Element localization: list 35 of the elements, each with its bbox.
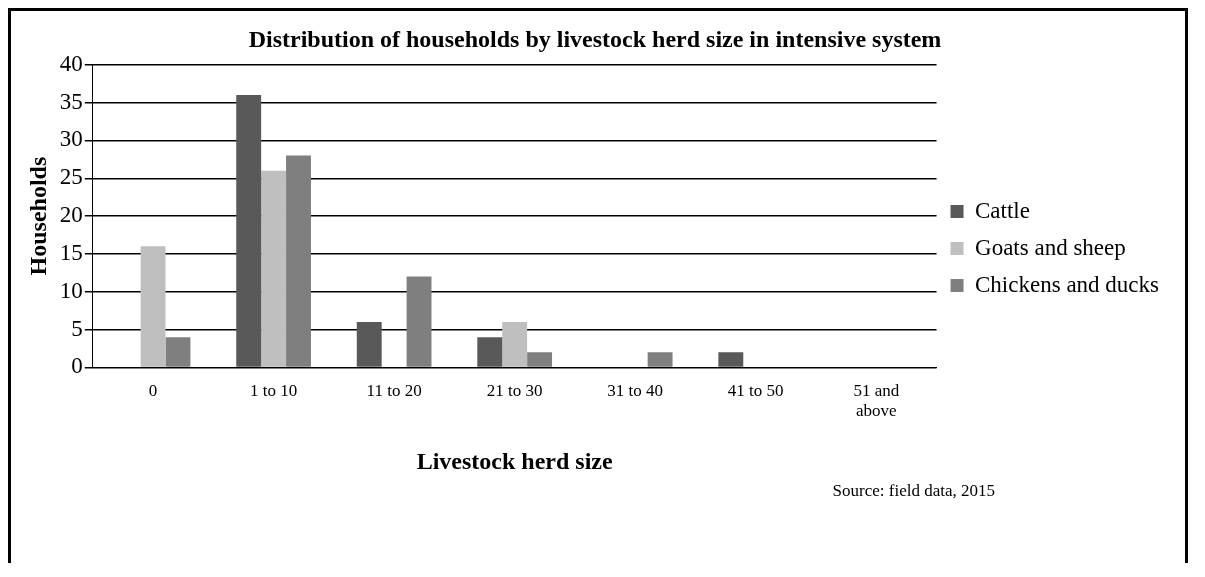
y-tick-label: 35 xyxy=(59,88,83,114)
y-tick-label: 40 xyxy=(59,50,83,76)
bar xyxy=(477,337,503,367)
legend-label: Chickens and ducks xyxy=(975,271,1160,297)
bar xyxy=(165,337,191,367)
bar xyxy=(140,246,166,367)
legend-label: Cattle xyxy=(975,197,1030,223)
bar xyxy=(647,352,673,367)
bar xyxy=(718,352,744,367)
bar xyxy=(286,155,311,367)
x-axis-title: Livestock herd size xyxy=(416,447,613,474)
bar xyxy=(406,276,432,367)
y-tick-label: 20 xyxy=(59,202,83,228)
bar xyxy=(261,170,287,367)
x-tick-label: 51 and above xyxy=(853,381,900,421)
x-tick-label: 41 to 50 xyxy=(727,381,784,401)
bar xyxy=(356,322,382,367)
x-tick-label: 1 to 10 xyxy=(249,381,298,401)
y-tick-label: 25 xyxy=(59,164,83,190)
chart-title: Distribution of households by livestock herd size in intensive system xyxy=(248,25,942,52)
legend-label: Goats and sheep xyxy=(975,234,1126,260)
x-tick-label: 0 xyxy=(148,381,158,401)
bar xyxy=(236,95,262,367)
y-tick-label: 15 xyxy=(59,239,83,265)
source-note: Source: field data, 2015 xyxy=(831,481,996,501)
x-tick-label: 11 to 20 xyxy=(366,381,422,401)
x-tick-label: 21 to 30 xyxy=(486,381,543,401)
y-tick-label: 30 xyxy=(59,126,83,152)
y-axis-title: Households xyxy=(24,156,51,276)
bar xyxy=(527,352,553,367)
y-tick-label: 0 xyxy=(71,353,83,379)
x-tick-label: 31 to 40 xyxy=(607,381,664,401)
y-tick-label: 5 xyxy=(71,315,83,341)
bar xyxy=(502,322,528,367)
y-tick-label: 10 xyxy=(59,277,83,303)
